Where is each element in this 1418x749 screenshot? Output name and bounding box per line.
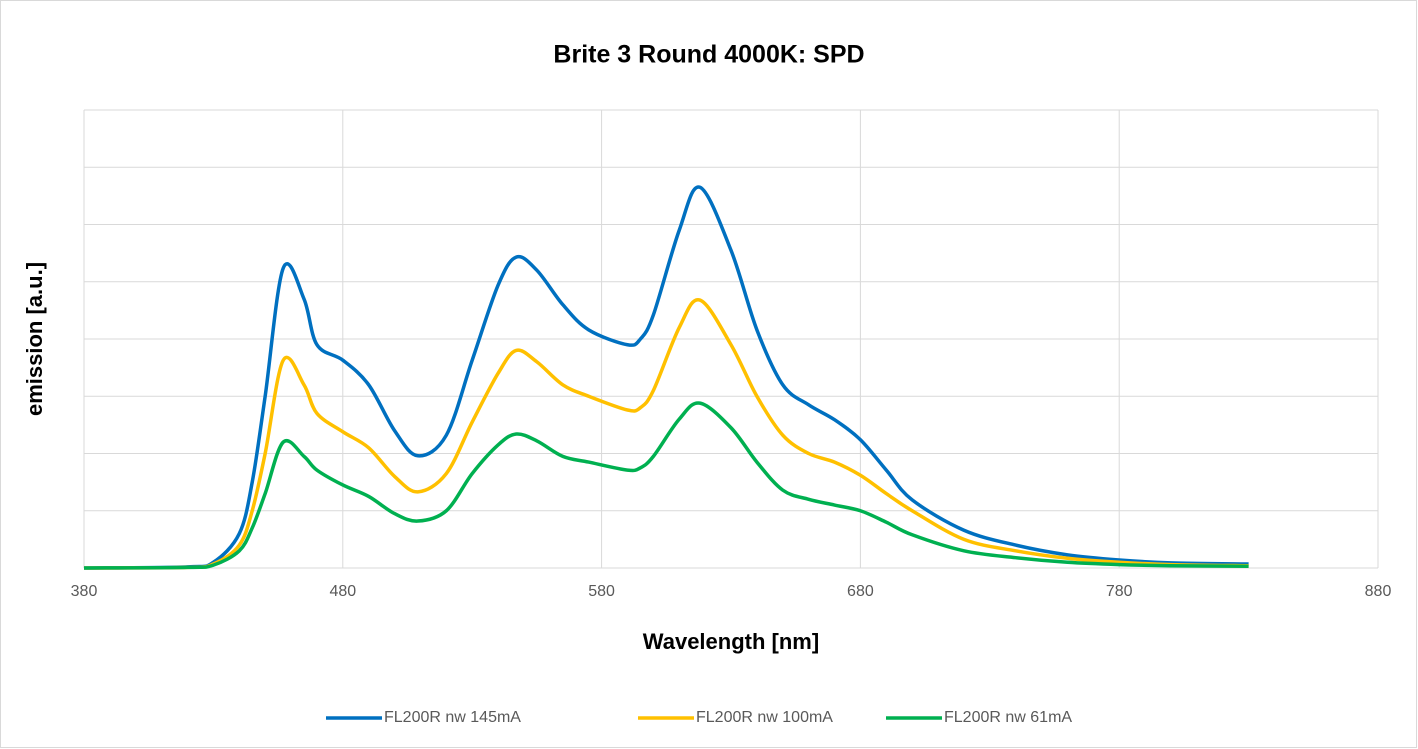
x-tick-label: 480 (329, 583, 356, 600)
x-tick-label: 580 (588, 583, 615, 600)
legend-label: FL200R nw 145mA (384, 709, 521, 726)
chart-title: Brite 3 Round 4000K: SPD (553, 41, 864, 69)
x-tick-label: 880 (1365, 583, 1392, 600)
x-tick-label: 780 (1106, 583, 1133, 600)
data-line (83, 401, 1249, 570)
legend-label: FL200R nw 100mA (696, 709, 833, 726)
legend-label: FL200R nw 61mA (944, 709, 1072, 726)
x-axis-label: Wavelength [nm] (643, 629, 819, 654)
x-tick-label: 380 (71, 583, 98, 600)
y-axis-label: emission [a.u.] (22, 262, 47, 416)
x-tick-label: 680 (847, 583, 874, 600)
data-line (83, 185, 1249, 570)
data-line (83, 298, 1249, 570)
